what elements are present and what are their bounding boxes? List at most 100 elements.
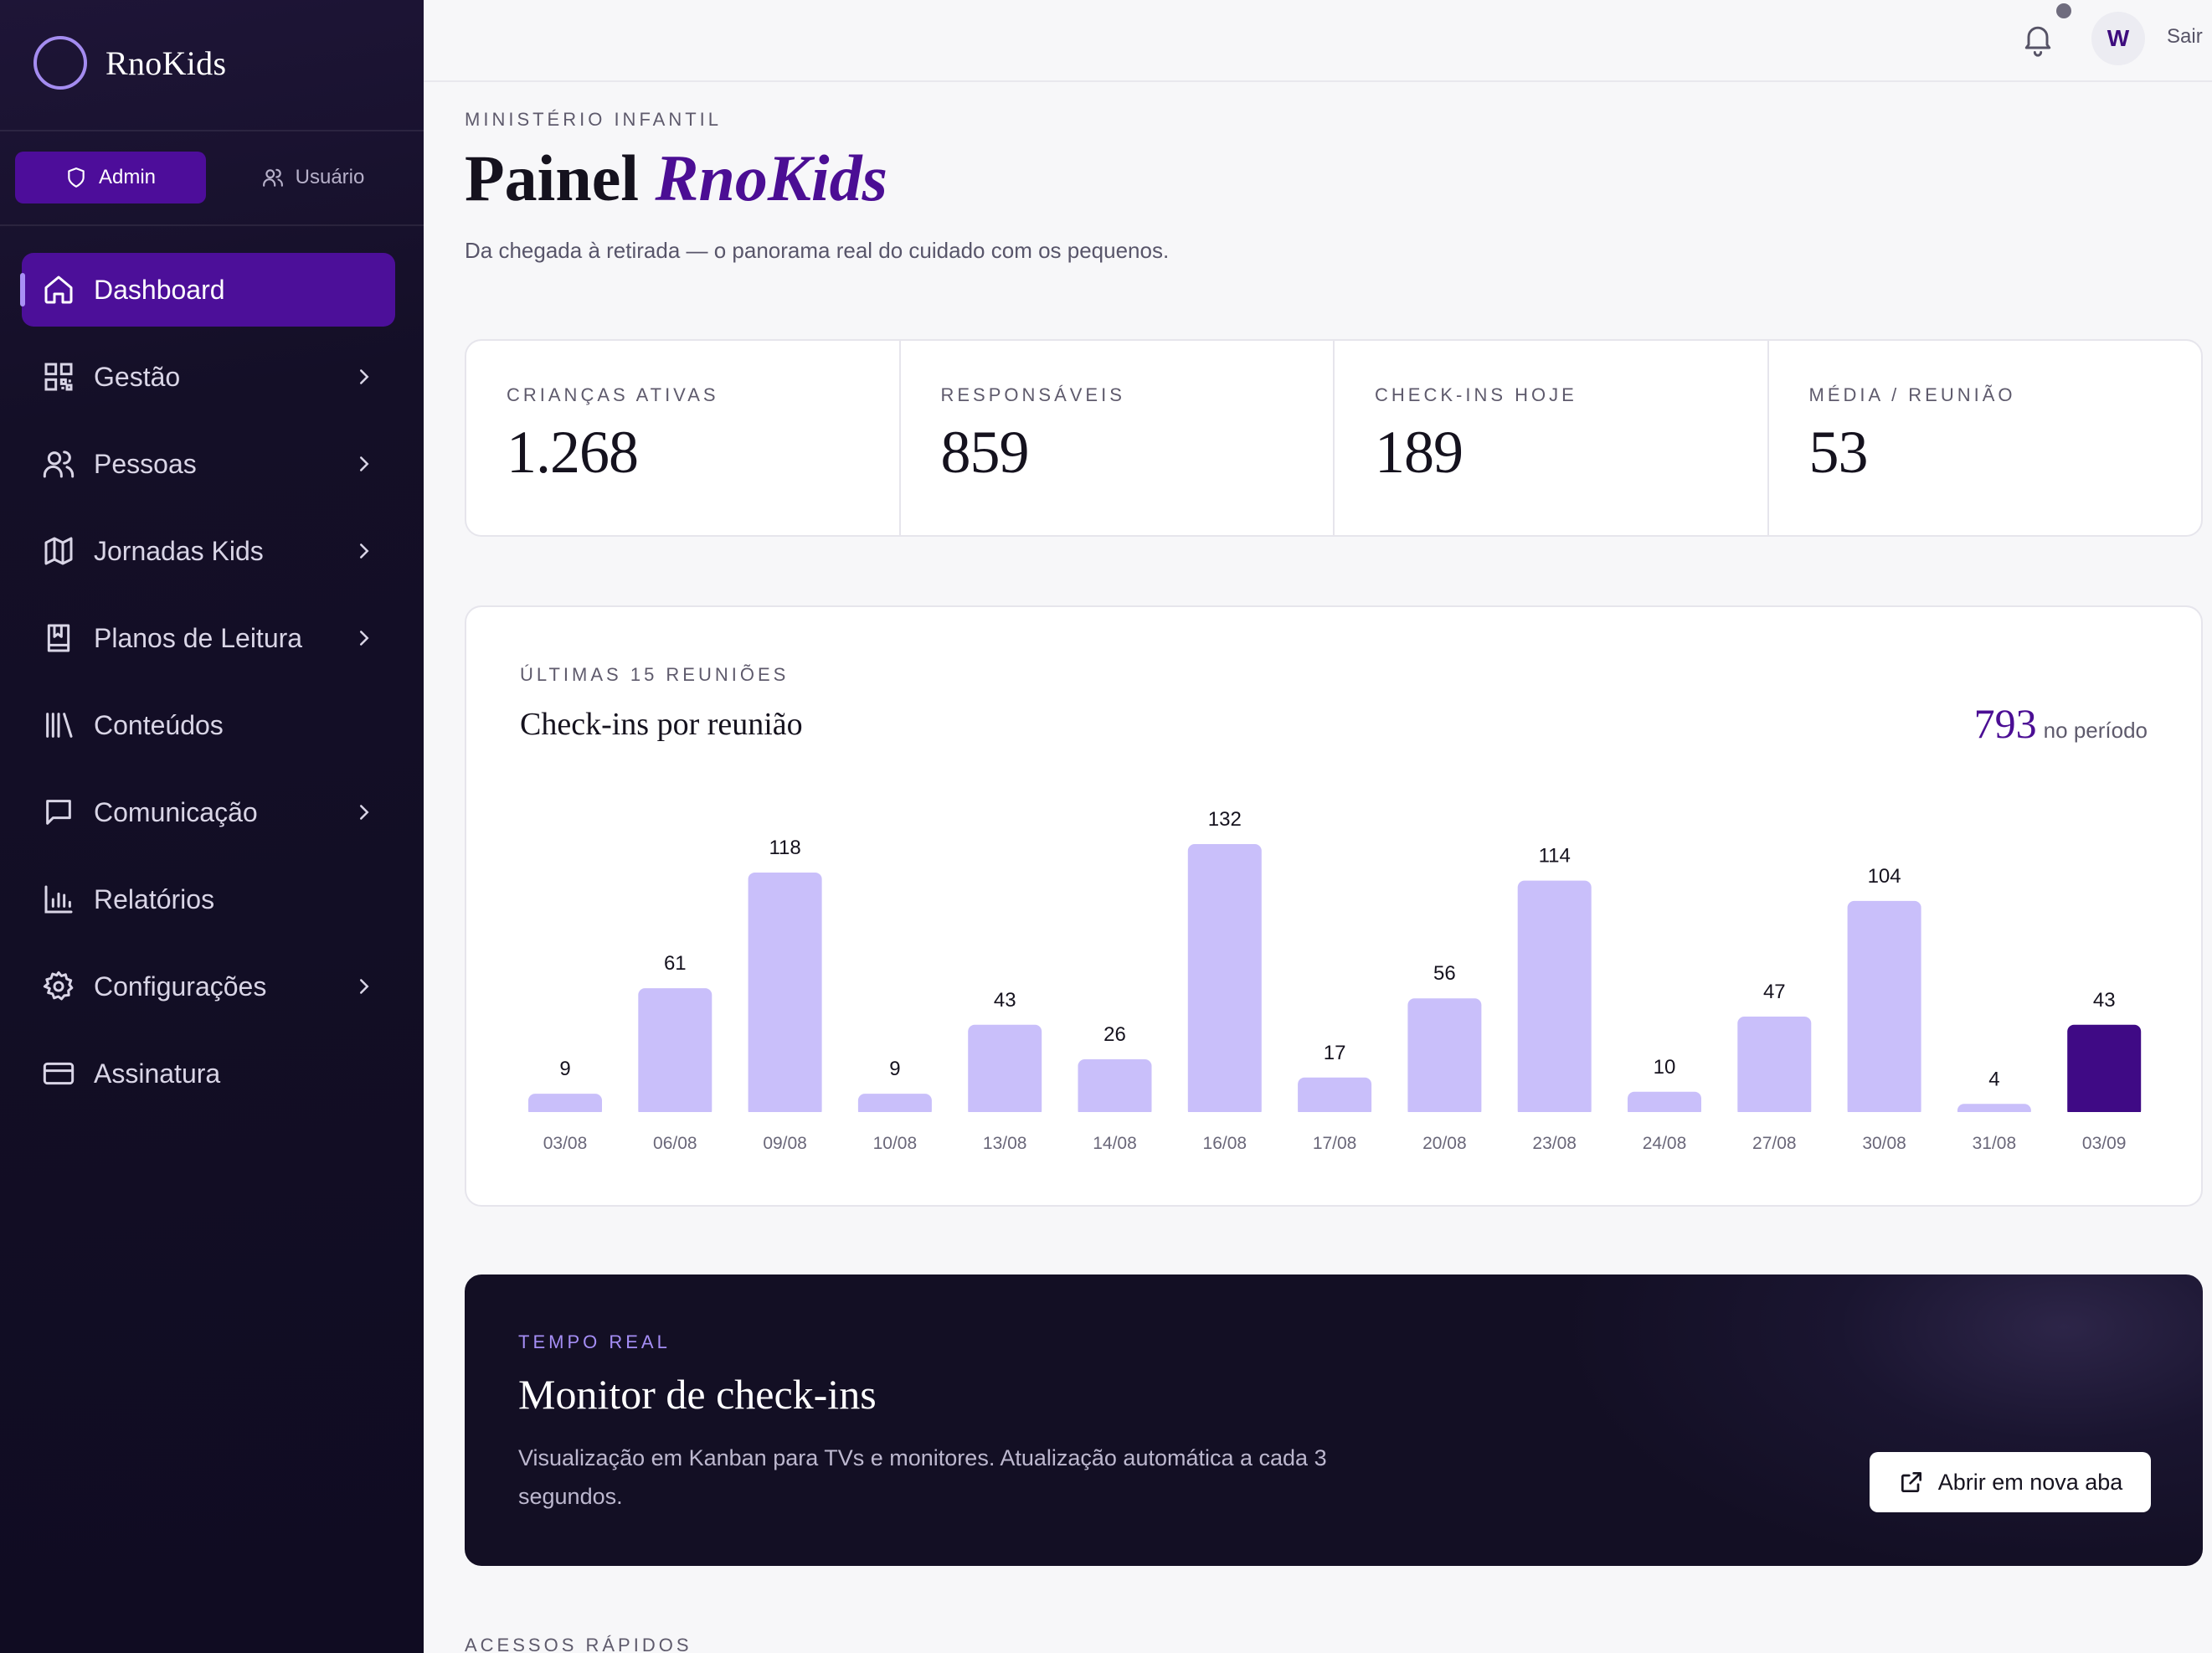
users-icon	[42, 447, 75, 481]
logout-link[interactable]: Sair	[2167, 25, 2203, 48]
sidebar-nav: Dashboard Gestão Pessoas Jornadas Kids P…	[20, 253, 395, 1124]
chart-bar[interactable]	[638, 988, 712, 1117]
divider	[0, 130, 424, 131]
sidebar-item-label: Configurações	[94, 971, 267, 1002]
avatar[interactable]: W	[2091, 12, 2145, 65]
sidebar-item-label: Conteúdos	[94, 709, 224, 740]
sidebar-item-label: Relatórios	[94, 883, 215, 914]
monitor-description: Visualização em Kanban para TVs e monito…	[518, 1445, 1327, 1509]
chart-bar[interactable]	[968, 1024, 1042, 1117]
sidebar-item-dashboard[interactable]: Dashboard	[20, 253, 395, 327]
chart-data-label: 47	[1763, 981, 1786, 1003]
role-user-button[interactable]: Usuário	[218, 152, 409, 203]
chart-bar[interactable]	[1078, 1058, 1152, 1117]
chart-x-tick-label: 13/08	[983, 1134, 1027, 1153]
chart-baseline-mask	[466, 1112, 2199, 1120]
stat-value: 53	[1808, 419, 1869, 486]
sidebar-item-assinatura[interactable]: Assinatura	[22, 1037, 395, 1110]
page-title-plain: Painel	[465, 142, 639, 214]
chart-data-label: 118	[769, 837, 800, 859]
chart-bar[interactable]	[1187, 844, 1262, 1117]
role-user-label: Usuário	[295, 166, 365, 188]
chart-bar[interactable]	[857, 1094, 932, 1117]
chart-data-label: 9	[559, 1058, 570, 1080]
chart-x-tick-label: 06/08	[653, 1134, 697, 1153]
realtime-monitor-card: TEMPO REAL Monitor de check-ins Visualiz…	[465, 1275, 2203, 1566]
chart-x-tick-label: 20/08	[1422, 1134, 1467, 1153]
chart-data-label: 132	[1208, 808, 1242, 831]
stat-label: MÉDIA / REUNIÃO	[1808, 384, 2016, 405]
monitor-eyebrow: TEMPO REAL	[518, 1331, 671, 1352]
sidebar-item-label: Assinatura	[94, 1058, 221, 1089]
chart-x-tick-label: 27/08	[1752, 1134, 1797, 1153]
chart-bar[interactable]	[528, 1094, 602, 1117]
chart-x-tick-label: 24/08	[1643, 1134, 1687, 1153]
role-admin-button[interactable]: Admin	[15, 152, 206, 203]
sidebar-item-configuracoes[interactable]: Configurações	[22, 950, 395, 1023]
stat-value: 1.268	[507, 419, 639, 486]
chart-data-label: 43	[994, 989, 1016, 1012]
topbar: W Sair	[424, 0, 2212, 82]
chart-total-label: no período	[2043, 718, 2148, 743]
chart-x-tick-label: 23/08	[1532, 1134, 1577, 1153]
chart-x-tick-label: 14/08	[1093, 1134, 1137, 1153]
sidebar-item-label: Planos de Leitura	[94, 622, 303, 653]
chart-bar[interactable]	[1517, 880, 1592, 1117]
chart-bar[interactable]	[1847, 900, 1921, 1117]
sidebar-item-planos-de-leitura[interactable]: Planos de Leitura	[22, 601, 395, 675]
chevron-right-icon	[352, 364, 377, 389]
chart-bar[interactable]	[1737, 1017, 1812, 1117]
stat-card: CHECK-INS HOJE 189	[1335, 341, 1769, 535]
credit-card-icon	[42, 1057, 75, 1090]
page-subtitle: Da chegada à retirada — o panorama real …	[465, 238, 1170, 263]
chart-bar[interactable]	[748, 872, 822, 1117]
sidebar-item-label: Dashboard	[94, 274, 225, 305]
chart-data-label: 4	[1988, 1068, 1999, 1090]
chart-data-label: 114	[1539, 845, 1571, 868]
chart-x-tick-label: 17/08	[1313, 1134, 1357, 1153]
stat-label: CHECK-INS HOJE	[1375, 384, 1577, 405]
chart-data-label: 26	[1103, 1023, 1126, 1046]
qr-code-icon	[42, 360, 75, 394]
page-eyebrow: MINISTÉRIO INFANTIL	[465, 109, 723, 130]
book-icon	[42, 621, 75, 655]
sidebar-item-pessoas[interactable]: Pessoas	[22, 427, 395, 501]
bell-icon[interactable]	[2019, 20, 2056, 57]
users-icon	[262, 168, 283, 187]
open-new-tab-button[interactable]: Abrir em nova aba	[1870, 1452, 2151, 1512]
chart-data-label: 61	[664, 952, 687, 975]
sidebar-item-label: Comunicação	[94, 796, 258, 827]
chart-x-tick-label: 03/09	[2082, 1134, 2127, 1153]
shield-icon	[68, 167, 85, 188]
quick-access-eyebrow: ACESSOS RÁPIDOS	[465, 1635, 692, 1653]
sidebar-item-comunicacao[interactable]: Comunicação	[22, 775, 395, 849]
sidebar-item-label: Jornadas Kids	[94, 535, 264, 566]
sidebar-item-label: Gestão	[94, 361, 181, 392]
message-icon	[42, 796, 75, 829]
role-switch: Admin Usuário	[15, 152, 409, 203]
chart-eyebrow: ÚLTIMAS 15 REUNIÕES	[520, 664, 790, 685]
home-icon	[42, 273, 75, 306]
external-link-icon	[1901, 1472, 1921, 1492]
chart-bar[interactable]	[1298, 1077, 1372, 1117]
monitor-title: Monitor de check-ins	[518, 1371, 877, 1418]
chart-x-tick-label: 03/08	[543, 1134, 588, 1153]
chart-bar[interactable]	[1407, 998, 1482, 1117]
chart-data-label: 10	[1654, 1056, 1676, 1079]
stat-card: CRIANÇAS ATIVAS 1.268	[466, 341, 901, 535]
chart-bar[interactable]	[2067, 1024, 2142, 1117]
sidebar-item-conteudos[interactable]: Conteúdos	[22, 688, 395, 762]
checkins-bar-chart: 9 03/08 61 06/08 118 09/08 9 10/08 43 13/08 26 14/0…	[466, 808, 2199, 1153]
sidebar-item-relatorios[interactable]: Relatórios	[22, 863, 395, 936]
checkins-chart-card: 9 03/08 61 06/08 118 09/08 9 10/08 43 13/08 26 14/0…	[465, 605, 2203, 1207]
chart-bar[interactable]	[1628, 1091, 1701, 1117]
page-title-accent: RnoKids	[655, 142, 887, 214]
sidebar-item-gestao[interactable]: Gestão	[22, 340, 395, 414]
chart-x-tick-label: 09/08	[763, 1134, 807, 1153]
sidebar-item-jornadas-kids[interactable]: Jornadas Kids	[22, 514, 395, 588]
brand[interactable]: RnoKids	[33, 35, 226, 90]
chevron-right-icon	[352, 800, 377, 825]
map-icon	[42, 534, 75, 568]
chevron-right-icon	[352, 974, 377, 999]
brand-name: RnoKids	[105, 44, 227, 82]
